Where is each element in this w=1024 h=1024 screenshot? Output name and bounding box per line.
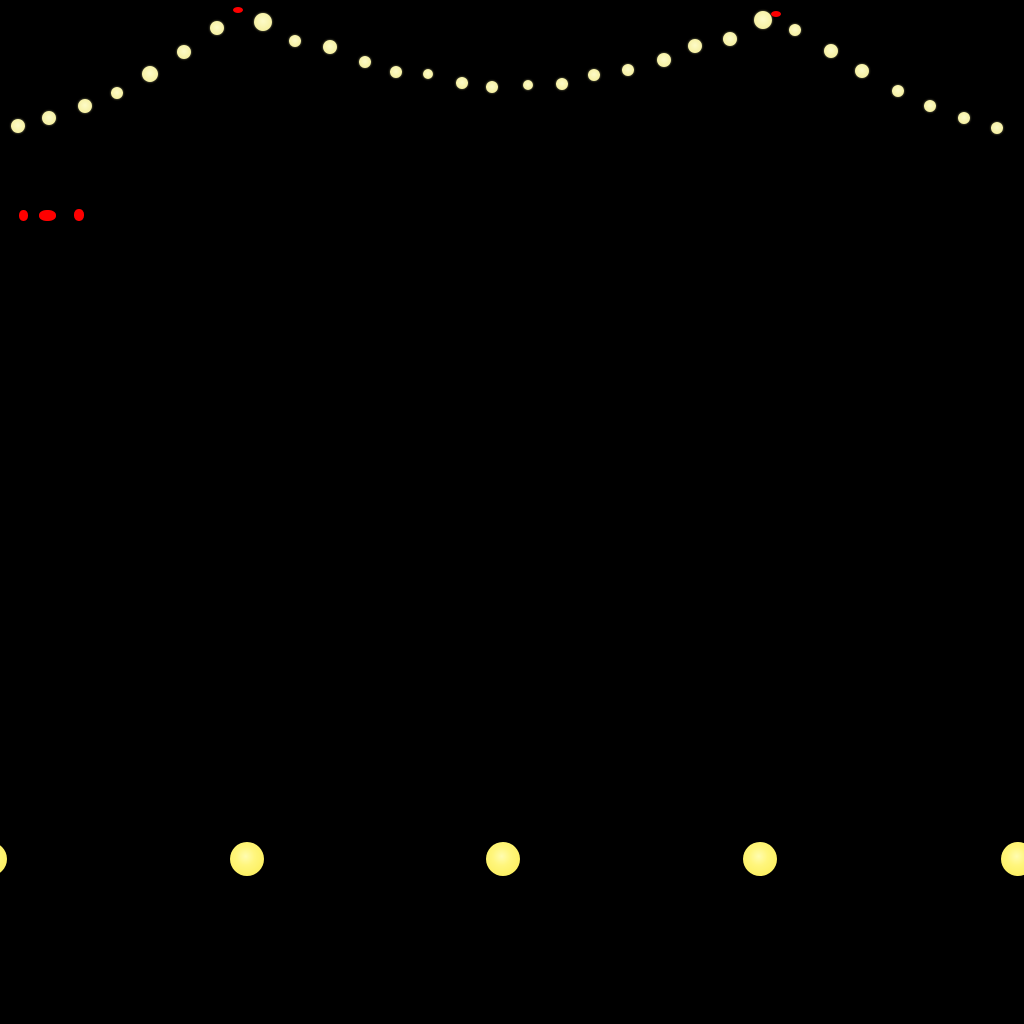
arc-dot [588,69,600,81]
arc-dot [991,122,1003,134]
arc-dot [289,35,301,47]
arc-dot [824,44,838,58]
bottom-orb [486,842,520,876]
red-row-block [18,209,28,221]
arc-dot [359,56,371,68]
red-marker-dot [233,7,243,13]
arc-dot [892,85,904,97]
arc-dot [11,119,25,133]
arc-dot [323,40,337,54]
bottom-orb [1001,842,1024,876]
arc-dot [78,99,92,113]
arc-dot [556,78,568,90]
red-marker-dot [771,11,781,17]
arc-dot [924,100,936,112]
arc-dot [390,66,402,78]
arc-dot [958,112,970,124]
arc-dot [254,13,272,31]
arc-dot [177,45,191,59]
arc-dot [657,53,671,67]
arc-dot [688,39,702,53]
arc-dot [142,66,158,82]
arc-dot [486,81,498,93]
red-row-block [74,209,84,221]
arc-dot [855,64,869,78]
arc-dot [111,87,123,99]
red-row-block [38,209,56,221]
arc-dot [423,69,433,79]
arc-dot [42,111,56,125]
arc-dot [789,24,801,36]
arc-dot [210,21,224,35]
arc-dot [523,80,533,90]
bottom-orb [743,842,777,876]
arc-dot [723,32,737,46]
arc-dot [622,64,634,76]
bottom-orb [230,842,264,876]
arc-dot [456,77,468,89]
bottom-orb [0,842,7,876]
arc-dot [754,11,772,29]
